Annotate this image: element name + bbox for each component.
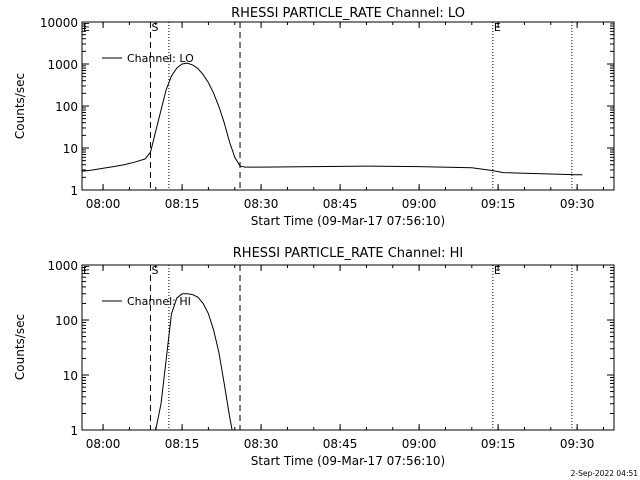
event-marker-label: E [494, 21, 501, 34]
lo-channel-panel: RHESSI PARTICLE_RATE Channel: LO 08:00 08:… [13, 6, 615, 228]
x-tick-label: 08:15 [165, 197, 200, 211]
plot-frame [81, 264, 615, 431]
x-tick-label: 08:30 [244, 437, 279, 451]
series-line [155, 293, 233, 430]
x-tick-label: 09:30 [560, 197, 595, 211]
chart-title: RHESSI PARTICLE_RATE Channel: HI [233, 246, 463, 261]
legend-label: Channel: LO [127, 52, 194, 65]
x-tick-label: 08:15 [165, 437, 200, 451]
x-axis-label: Start Time (09-Mar-17 07:56:10) [251, 454, 445, 468]
y-tick-label: 1000 [47, 58, 78, 72]
x-tick-label: 09:00 [402, 197, 437, 211]
hi-channel-panel: RHESSI PARTICLE_RATE Channel: HI 08:00 08:… [13, 246, 615, 468]
y-tick-label: 100 [55, 314, 78, 328]
y-tick-label: 1 [70, 424, 78, 438]
event-marker-label: E [83, 21, 90, 34]
x-axis-label: Start Time (09-Mar-17 07:56:10) [251, 214, 445, 228]
y-tick-label: 10 [63, 369, 78, 383]
event-marker-label: E [83, 264, 90, 277]
x-tick-label: 09:15 [481, 197, 516, 211]
y-tick-label: 10000 [40, 16, 78, 30]
x-tick-label: 09:30 [560, 437, 595, 451]
y-tick-label: 1 [70, 184, 78, 198]
event-marker-label: E [494, 264, 501, 277]
series-line [82, 62, 583, 176]
x-tick-label: 09:00 [402, 437, 437, 451]
event-marker-label: S [151, 21, 158, 34]
y-axis-label: Counts/sec [13, 73, 27, 139]
x-tick-label: 08:30 [244, 197, 279, 211]
event-marker-label: S [151, 264, 158, 277]
x-tick-label: 09:15 [481, 437, 516, 451]
footer-date: 2-Sep-2022 04:51 [571, 469, 639, 478]
x-tick-label: 08:45 [323, 197, 358, 211]
y-tick-label: 1000 [47, 259, 78, 273]
y-tick-label: 10 [63, 142, 78, 156]
x-tick-label: 08:45 [323, 437, 358, 451]
legend-label: Channel: HI [127, 295, 191, 308]
y-axis-label: Counts/sec [13, 314, 27, 380]
y-tick-label: 100 [55, 100, 78, 114]
chart-title: RHESSI PARTICLE_RATE Channel: LO [231, 6, 465, 21]
x-tick-label: 08:00 [86, 437, 121, 451]
x-tick-label: 08:00 [86, 197, 121, 211]
